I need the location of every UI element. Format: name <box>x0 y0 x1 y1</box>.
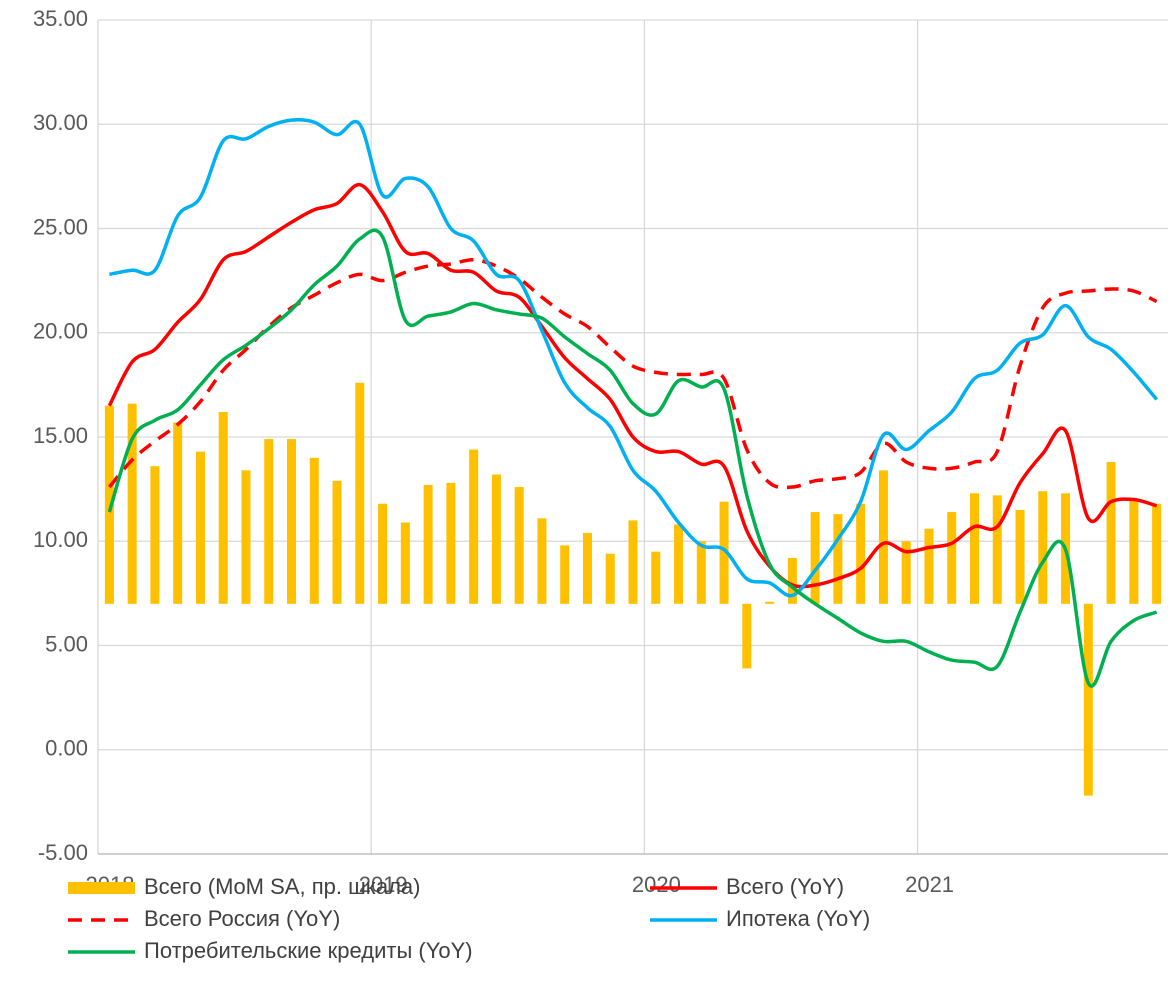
y-tick-label: 25.00 <box>33 214 88 239</box>
bar <box>309 457 319 604</box>
bar <box>1015 509 1025 604</box>
bar <box>1106 462 1116 604</box>
y-tick-label: 10.00 <box>33 527 88 552</box>
bar <box>969 493 979 604</box>
y-tick-label: 30.00 <box>33 110 88 135</box>
y-tick-label: 5.00 <box>45 631 88 656</box>
bar <box>400 522 410 604</box>
x-tick-label: 2021 <box>905 872 954 897</box>
bar <box>856 503 866 604</box>
y-tick-label: 35.00 <box>33 6 88 31</box>
bar <box>287 439 297 604</box>
bar <box>1083 603 1093 796</box>
bar <box>127 403 137 604</box>
bar <box>469 449 479 604</box>
line <box>108 258 1158 490</box>
bar <box>150 466 160 604</box>
bar <box>651 551 661 604</box>
bar <box>1152 503 1162 604</box>
legend-swatch <box>68 882 135 894</box>
bar <box>605 553 615 604</box>
bar <box>173 422 183 604</box>
x-tick-label: 2020 <box>632 872 681 897</box>
bar <box>742 603 752 669</box>
bar <box>537 518 547 604</box>
legend-label: Всего (YoY) <box>726 874 844 899</box>
bar <box>719 501 729 604</box>
legend-label: Ипотека (YoY) <box>726 906 870 931</box>
bar <box>195 451 205 604</box>
legend-label: Потребительские кредиты (YoY) <box>144 938 473 963</box>
bar <box>696 541 706 604</box>
bar <box>833 514 843 604</box>
y-tick-label: -5.00 <box>38 840 88 865</box>
bar <box>901 541 911 604</box>
bar <box>582 532 592 604</box>
y-tick-label: 0.00 <box>45 736 88 761</box>
bar <box>332 480 342 604</box>
y-tick-label: 20.00 <box>33 319 88 344</box>
bar <box>423 484 433 604</box>
bar <box>810 512 820 604</box>
bar <box>514 487 524 604</box>
bar <box>947 512 957 604</box>
legend-label: Всего (MoM SA, пр. шкала) <box>144 874 420 899</box>
bar <box>924 528 934 604</box>
bar <box>765 601 775 604</box>
bar <box>241 470 251 604</box>
bar <box>104 405 114 604</box>
bar <box>378 503 388 604</box>
legend-label: Всего Россия (YoY) <box>144 906 340 931</box>
bar <box>355 382 365 604</box>
line <box>107 182 1158 589</box>
bar <box>1129 499 1139 604</box>
bar <box>264 439 274 604</box>
bar <box>674 524 684 604</box>
bar <box>560 545 570 604</box>
y-tick-label: 15.00 <box>33 423 88 448</box>
bar <box>628 520 638 604</box>
line <box>107 228 1158 688</box>
bar <box>878 470 888 604</box>
bar <box>491 474 501 604</box>
bar <box>218 411 228 604</box>
x-tick-label: 2019 <box>359 872 408 897</box>
bar <box>787 557 797 604</box>
bar <box>992 495 1002 604</box>
bar <box>1038 491 1048 604</box>
bar <box>446 482 456 604</box>
line <box>109 118 1158 598</box>
